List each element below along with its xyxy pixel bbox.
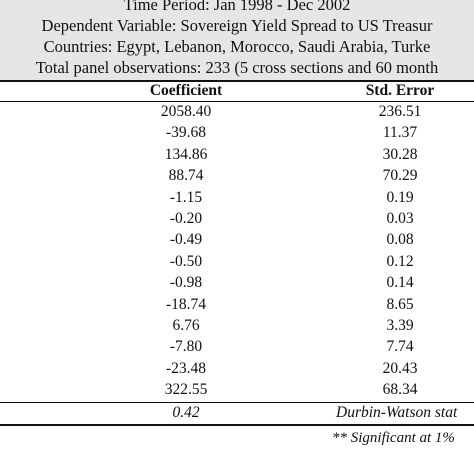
coefficient-cell: -39.68 [165,124,207,142]
table-header-block: Time Period: Jan 1998 - Dec 2002 Depende… [0,0,474,80]
column-header-rule [0,101,474,102]
std-error-cell: 0.08 [386,231,414,249]
coefficient-cell: -23.48 [165,359,207,377]
std-error-cell: 236.51 [378,103,422,120]
std-error-cell: 30.28 [382,145,418,163]
coefficient-cell: -0.50 [169,252,203,270]
std-error-column-header: Std. Error [365,82,435,99]
coefficient-cell: 6.76 [172,317,200,334]
durbin-watson-value: 0.42 [172,404,200,421]
coefficient-cell: 322.55 [164,381,208,399]
coefficient-cell: -0.49 [169,231,203,249]
coefficient-cell: 88.74 [168,167,204,185]
coefficient-column-header: Coefficient [149,82,223,99]
std-error-cell: 7.74 [386,338,414,356]
std-error-cell: 8.65 [386,295,414,313]
coefficient-cell: -0.98 [169,274,203,292]
durbin-watson-label: Durbin-Watson stat [336,404,458,421]
std-error-cell: 0.12 [386,252,414,270]
std-error-cell: 68.34 [382,381,418,399]
countries-line: Countries: Egypt, Lebanon, Morocco, Saud… [43,37,431,56]
std-error-cell: 0.03 [386,210,414,227]
std-error-cell: 70.29 [382,167,418,185]
coefficient-cell: -7.80 [169,338,203,356]
observations-line: Total panel observations: 233 (5 cross s… [35,58,439,77]
significance-note: ** Significant at 1% [332,430,455,446]
std-error-cell: 11.37 [382,124,418,142]
coefficient-cell: -18.74 [165,295,207,313]
header-rule [0,80,474,82]
coefficient-cell: -1.15 [169,188,203,206]
coefficient-cell: 134.86 [164,145,208,163]
std-error-cell: 0.14 [386,274,414,292]
coefficient-cell: -0.20 [169,210,203,227]
std-error-cell: 0.19 [386,188,414,206]
coefficient-cell: 2058.40 [160,103,212,120]
dependent-variable-line: Dependent Variable: Sovereign Yield Spre… [41,16,433,35]
footer-rule [0,402,474,403]
bottom-rule [0,424,474,426]
time-period-line: Time Period: Jan 1998 - Dec 2002 [123,0,351,14]
std-error-cell: 20.43 [382,359,418,377]
std-error-cell: 3.39 [386,317,414,334]
